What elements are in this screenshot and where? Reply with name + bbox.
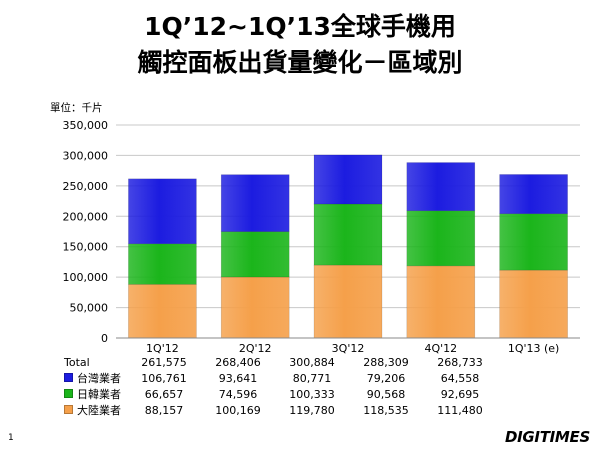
bar-segment-japan-korea xyxy=(499,213,568,271)
y-tick-label: 350,000 xyxy=(63,119,109,132)
legend-label-taiwan: 台灣業者 xyxy=(77,372,121,385)
table-cell: 66,657 xyxy=(144,388,184,401)
y-tick-label: 150,000 xyxy=(63,241,109,254)
y-tick-label: 200,000 xyxy=(63,210,109,223)
unit-label: 單位：千片 xyxy=(50,102,103,114)
row-label-taiwan: 台灣業者 xyxy=(64,371,127,387)
x-tick-label: 3Q'12 xyxy=(332,342,365,355)
table-row-taiwan: 台灣業者 106,761 93,641 80,771 79,206 64,558 xyxy=(64,371,497,387)
bar-segment-taiwan xyxy=(128,178,197,245)
x-tick-label: 4Q'12 xyxy=(424,342,457,355)
bar-segment-japan-korea xyxy=(220,231,290,278)
legend-swatch-japan-korea xyxy=(64,389,73,398)
table-cell: 90,568 xyxy=(366,388,406,401)
bar-segment-china xyxy=(406,265,476,339)
stacked-bar-chart: 0 50,000 100,000 150,000 200,000 250,000 300,0… xyxy=(63,119,580,355)
legend-swatch-china xyxy=(64,405,73,414)
table-cell: 111,480 xyxy=(437,404,483,417)
table-cell: 119,780 xyxy=(289,404,335,417)
table-row-china: 大陸業者 88,157 100,169 119,780 118,535 111,… xyxy=(64,403,497,419)
x-tick-label: 2Q'12 xyxy=(239,342,272,355)
table-cell: 64,558 xyxy=(440,372,480,385)
bar-segment-japan-korea xyxy=(128,243,197,285)
table-cell: 261,575 xyxy=(141,356,187,369)
table-cell: 100,333 xyxy=(289,388,335,401)
table-row-japan-korea: 日韓業者 66,657 74,596 100,333 90,568 92,695 xyxy=(64,387,497,403)
table-cell: 300,884 xyxy=(289,356,335,369)
bar-segment-taiwan xyxy=(313,154,383,205)
table-cell: 268,733 xyxy=(437,356,483,369)
y-tick-label: 300,000 xyxy=(63,149,109,162)
table-cell: 118,535 xyxy=(363,404,409,417)
table-cell: 100,169 xyxy=(215,404,261,417)
table-cell: 74,596 xyxy=(218,388,258,401)
row-label-total: Total xyxy=(64,356,90,369)
table-cell: 88,157 xyxy=(144,404,184,417)
bar-segment-japan-korea xyxy=(313,203,383,266)
chart-title-line1: 1Q’12~1Q’13全球手機用 xyxy=(144,12,456,41)
row-label-japan-korea: 日韓業者 xyxy=(64,387,127,403)
y-tick-label: 250,000 xyxy=(63,180,109,193)
y-tick-label: 50,000 xyxy=(70,302,109,315)
row-label-china: 大陸業者 xyxy=(64,403,127,419)
table-cell: 92,695 xyxy=(440,388,480,401)
bar-segment-taiwan xyxy=(220,174,290,232)
bar-segment-taiwan xyxy=(406,162,476,212)
legend-label-japan-korea: 日韓業者 xyxy=(77,388,121,401)
y-tick-label: 0 xyxy=(101,332,108,345)
page-number: 1 xyxy=(8,433,14,443)
bar-segment-japan-korea xyxy=(406,210,476,267)
table-cell: 93,641 xyxy=(218,372,258,385)
bar-segment-taiwan xyxy=(499,174,568,215)
table-cell: 79,206 xyxy=(366,372,406,385)
bar-segment-china xyxy=(220,276,290,339)
table-cell: 106,761 xyxy=(141,372,187,385)
data-table: Total 261,575 268,406 300,884 288,309 26… xyxy=(64,355,497,419)
table-cell: 288,309 xyxy=(363,356,409,369)
y-tick-label: 100,000 xyxy=(63,271,109,284)
table-cell: 268,406 xyxy=(215,356,261,369)
legend-label-china: 大陸業者 xyxy=(77,404,121,417)
table-cell: 80,771 xyxy=(292,372,332,385)
x-tick-label: 1Q'13 (e) xyxy=(508,342,560,355)
table-row-total: Total 261,575 268,406 300,884 288,309 26… xyxy=(64,355,497,371)
bar-segment-china xyxy=(499,269,568,339)
bar-segment-china xyxy=(313,264,383,339)
legend-swatch-taiwan xyxy=(64,373,73,382)
brand-logo: DIGITIMES xyxy=(504,428,590,446)
x-tick-label: 1Q'12 xyxy=(146,342,179,355)
chart-title-line2: 觸控面板出貨量變化－區域別 xyxy=(137,48,463,77)
bar-segment-china xyxy=(128,284,197,339)
